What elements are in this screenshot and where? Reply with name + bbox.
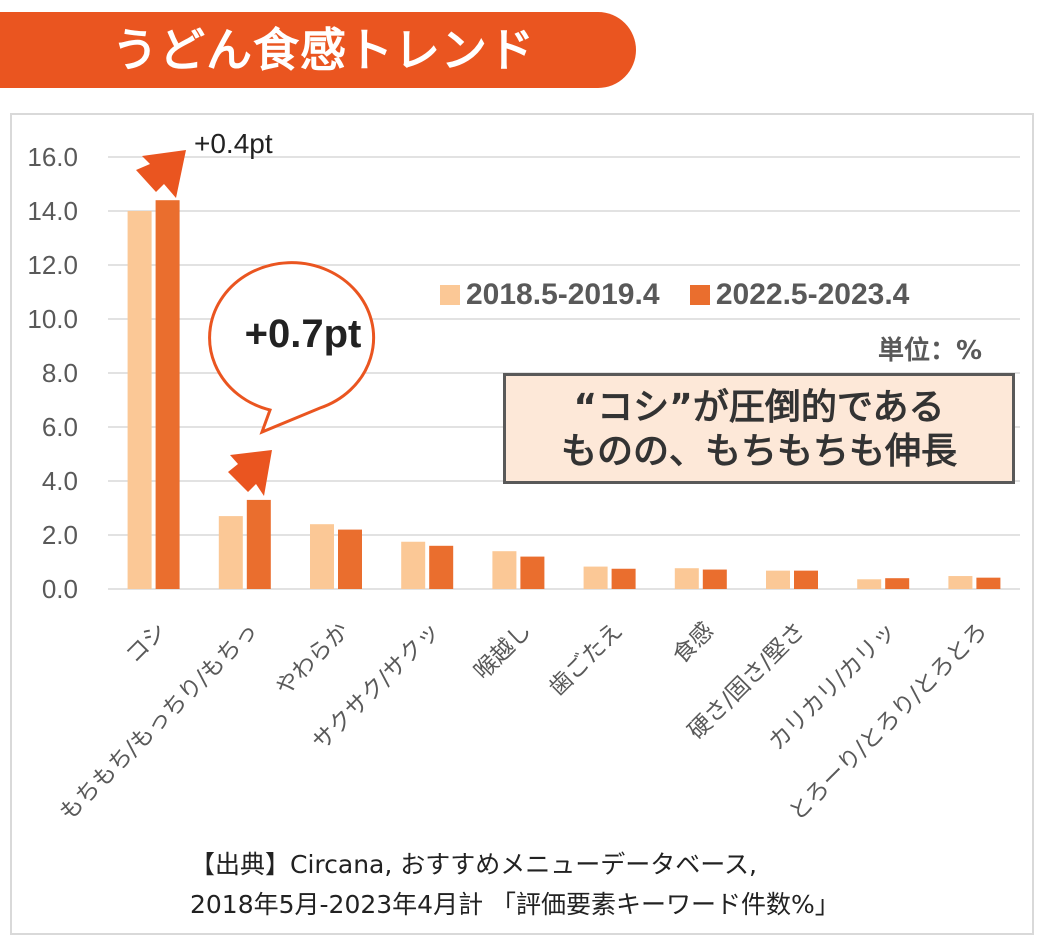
chart-legend: 2018.5-2019.4 2022.5-2023.4 <box>440 278 931 312</box>
bar-2018-8 <box>857 579 882 589</box>
bar-2018-7 <box>766 570 790 589</box>
unit-label: 単位：% <box>878 336 983 366</box>
y-tick-label: 14.0 <box>27 196 78 226</box>
bar-2022-2 <box>338 529 362 589</box>
bar-2018-5 <box>583 566 608 589</box>
legend-swatch-2022 <box>689 285 710 305</box>
y-axis-ticks: 0.0 2.0 4.0 6.0 8.0 10.0 12.0 14.0 16.0 <box>27 142 78 604</box>
source-note: 【出典】Circana, おすすめメニューデータベース, 2018年5月-202… <box>190 845 840 925</box>
legend-label-2018: 2018.5-2019.4 <box>466 278 660 311</box>
y-tick-label: 4.0 <box>42 466 78 496</box>
y-tick-label: 10.0 <box>27 304 78 334</box>
y-tick-label: 0.0 <box>42 574 78 604</box>
x-tick-label: 歯ごたえ <box>544 618 627 701</box>
callout-box: “コシ”が圧倒的である ものの、もちもちも伸長 <box>503 373 1015 484</box>
bar-2022-4 <box>520 556 545 589</box>
bar-2018-2 <box>310 524 334 589</box>
callout-line-1: “コシ”が圧倒的である <box>573 387 945 428</box>
bars <box>127 200 1001 589</box>
mochi-change-label: +0.7pt <box>244 312 362 356</box>
bar-2018-6 <box>674 568 699 589</box>
x-tick-label: コシ <box>121 618 172 669</box>
bar-2022-5 <box>611 568 636 589</box>
y-tick-label: 6.0 <box>42 412 78 442</box>
bar-2018-3 <box>401 541 426 589</box>
bar-2018-1 <box>218 516 243 589</box>
x-tick-label: やわらか <box>271 618 354 701</box>
x-tick-label: 食感 <box>668 618 719 669</box>
bar-2022-9 <box>976 577 1001 589</box>
bar-2018-9 <box>948 576 973 589</box>
legend-item-2018: 2018.5-2019.4 <box>440 278 660 312</box>
y-tick-label: 8.0 <box>42 358 78 388</box>
bar-2022-8 <box>885 578 910 589</box>
bar-2018-4 <box>492 551 517 589</box>
source-line-2: 2018年5月-2023年4月計 「評価要素キーワード件数%」 <box>190 890 840 919</box>
bar-2022-0 <box>155 200 180 589</box>
callout-line-2: ものの、もちもちも伸長 <box>560 431 957 472</box>
bar-2022-1 <box>246 499 271 589</box>
up-arrow-mochi <box>228 450 272 496</box>
chart-frame <box>10 113 1034 935</box>
bar-2022-7 <box>794 570 818 589</box>
koshi-change-label: +0.4pt <box>194 128 273 159</box>
y-tick-label: 12.0 <box>27 250 78 280</box>
bar-2022-3 <box>429 545 454 589</box>
y-tick-label: 16.0 <box>27 142 78 172</box>
x-tick-label: 喉越し <box>469 618 536 685</box>
up-arrow-koshi <box>136 150 186 198</box>
legend-swatch-2018 <box>440 285 460 305</box>
y-tick-label: 2.0 <box>42 520 78 550</box>
source-line-1: 【出典】Circana, おすすめメニューデータベース, <box>190 850 757 879</box>
bar-2022-6 <box>702 569 727 589</box>
bar-2018-0 <box>127 211 152 589</box>
speech-bubble <box>208 261 376 435</box>
legend-label-2022: 2022.5-2023.4 <box>715 278 910 311</box>
page-title: うどん食感トレンド <box>0 12 636 88</box>
legend-item-2022: 2022.5-2023.4 <box>689 278 910 312</box>
